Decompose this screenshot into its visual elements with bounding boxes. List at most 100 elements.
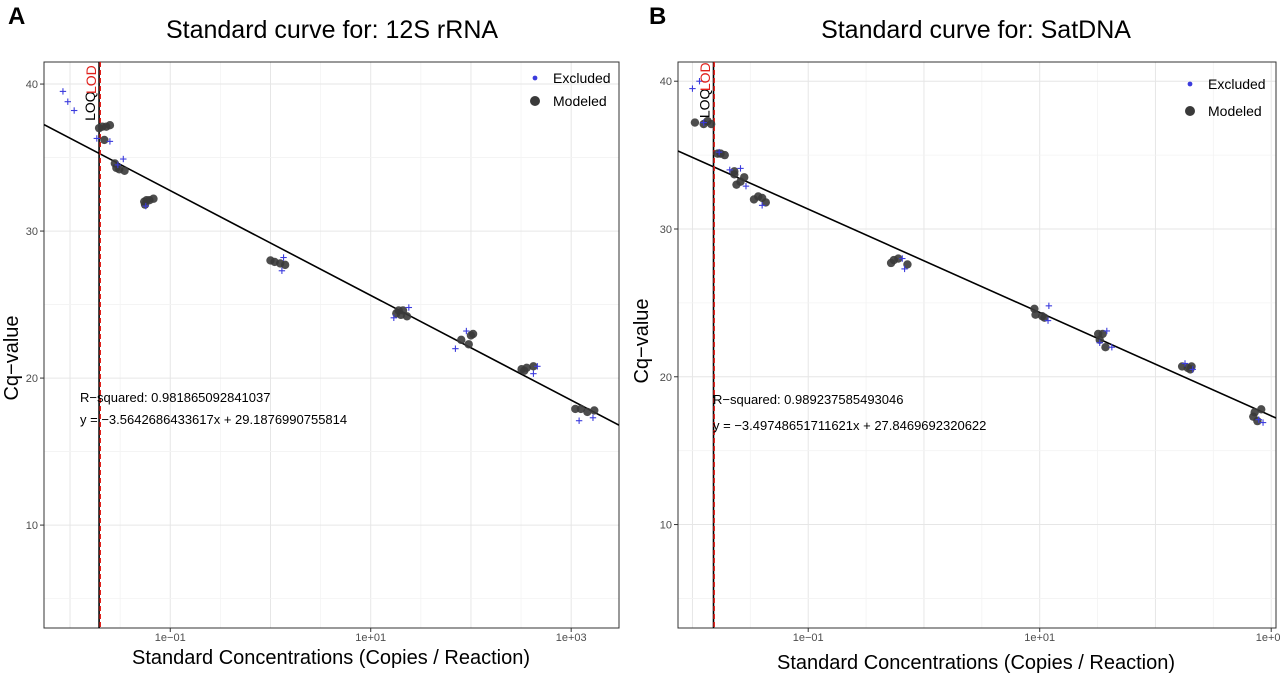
- excluded-point: [142, 202, 149, 210]
- modeled-point: [457, 335, 466, 345]
- legend: Excluded Modeled: [530, 70, 611, 109]
- excluded-point: [70, 107, 78, 114]
- chart-title: Standard curve for: SatDNA: [821, 16, 1131, 44]
- plot-area: [678, 62, 1276, 628]
- modeled-point: [690, 118, 700, 127]
- excluded-point: [1181, 360, 1189, 367]
- y-tick-label: 10: [26, 520, 38, 532]
- excluded-point: [64, 98, 71, 105]
- excluded-point: [715, 148, 723, 156]
- excluded-point: [390, 314, 398, 322]
- modeled-point: [396, 310, 406, 320]
- excluded-point: [1259, 419, 1267, 426]
- y-tick-label: 40: [26, 79, 38, 91]
- y-tick-label: 30: [26, 226, 38, 238]
- modeled-point: [903, 260, 912, 269]
- r-squared-annotation: R−squared: 0.981865092841037: [80, 390, 270, 405]
- plot-frame: [677, 61, 1277, 629]
- modeled-point: [761, 198, 770, 207]
- excluded-point: [1045, 302, 1053, 310]
- regression-line: [678, 150, 1276, 419]
- excluded-point: [530, 370, 537, 377]
- excluded-point: [696, 78, 703, 85]
- modeled-point: [1253, 416, 1262, 426]
- modeled-point: [1101, 343, 1110, 352]
- y-tick-label: 20: [26, 373, 38, 385]
- y-axis-label: Cq−value: [631, 298, 653, 383]
- excluded-point: [93, 135, 101, 142]
- x-tick-label: 1e−01: [793, 632, 824, 644]
- modeled-point: [120, 166, 129, 175]
- panel-label: A: [8, 3, 25, 30]
- modeled-point: [280, 260, 290, 270]
- y-tick-label: 20: [660, 372, 672, 384]
- equation-annotation: y = −3.49748651711621x + 27.846969232062…: [713, 418, 986, 433]
- grid-lines: [44, 62, 619, 628]
- modeled-point: [720, 150, 729, 160]
- chart-panel-a: 1e−01 1e+01 1e+03 10 20 30 40 A Standard curve f…: [1, 3, 620, 669]
- lod-label: LOD: [697, 62, 713, 91]
- x-axis-label: Standard Concentrations (Copies / Reacti…: [777, 652, 1175, 674]
- excluded-point: [1103, 327, 1111, 335]
- excluded-point: [689, 85, 696, 92]
- excluded-point: [737, 165, 744, 172]
- excluded-point: [1096, 339, 1103, 346]
- modeled-point: [730, 167, 739, 176]
- excluded-point: [280, 254, 287, 261]
- modeled-point: [464, 340, 473, 349]
- excluded-point: [589, 414, 597, 421]
- modeled-point: [140, 200, 150, 209]
- excluded-point: [120, 155, 127, 163]
- modeled-point: [100, 135, 109, 145]
- modeled-point: [468, 329, 478, 339]
- modeled-point: [1098, 329, 1107, 339]
- excluded-point: [1044, 317, 1052, 324]
- excluded-point: [534, 363, 541, 370]
- legend-label-excluded: Excluded: [553, 70, 611, 86]
- legend-label-modeled: Modeled: [1208, 103, 1262, 119]
- modeled-point: [1257, 405, 1266, 414]
- x-axis-label: Standard Concentrations (Copies / Reacti…: [132, 647, 530, 669]
- modeled-point: [149, 194, 158, 203]
- excluded-point: [899, 255, 906, 262]
- excluded-point: [1108, 344, 1116, 351]
- plot-frame: [43, 61, 620, 629]
- modeled-point: [1031, 310, 1040, 319]
- excluded-point: [59, 88, 67, 95]
- legend-key-excluded: [1187, 81, 1193, 87]
- modeled-point: [894, 254, 903, 263]
- loq-label: LOQ: [82, 91, 98, 121]
- excluded-point: [901, 265, 908, 273]
- legend-key-excluded: [532, 75, 538, 81]
- regression-line: [44, 123, 619, 426]
- modeled-point: [706, 119, 716, 129]
- excluded-point: [575, 417, 583, 424]
- panel-label: B: [649, 3, 666, 30]
- excluded-point: [405, 304, 413, 311]
- x-tick-label: 1e−01: [155, 632, 186, 644]
- excluded-point: [1189, 366, 1196, 373]
- plot-area: [44, 62, 619, 628]
- legend-key-modeled: [530, 96, 540, 106]
- excluded-point: [700, 119, 707, 126]
- chart-panel-b: 1e−01 1e+01 1e+03 10 20 30 40 B Standard curve f…: [631, 3, 1280, 674]
- modeled-point: [1040, 313, 1049, 322]
- y-tick-label: 40: [660, 76, 672, 88]
- grid-lines: [678, 62, 1276, 628]
- modeled-point: [105, 121, 115, 130]
- modeled-point: [590, 406, 599, 415]
- modeled-point: [576, 404, 586, 414]
- x-tick-label: 1e+03: [556, 632, 587, 644]
- y-tick-label: 10: [660, 520, 672, 532]
- excluded-point: [106, 138, 114, 145]
- lod-label: LOD: [83, 65, 99, 94]
- modeled-point: [522, 363, 531, 372]
- x-tick-label: 1e+03: [1256, 632, 1280, 644]
- legend-label-modeled: Modeled: [553, 93, 607, 109]
- y-axis-label: Cq−value: [1, 315, 23, 400]
- modeled-point: [529, 362, 538, 371]
- excluded-point: [114, 161, 122, 169]
- excluded-point: [463, 327, 470, 335]
- modeled-point: [740, 173, 749, 182]
